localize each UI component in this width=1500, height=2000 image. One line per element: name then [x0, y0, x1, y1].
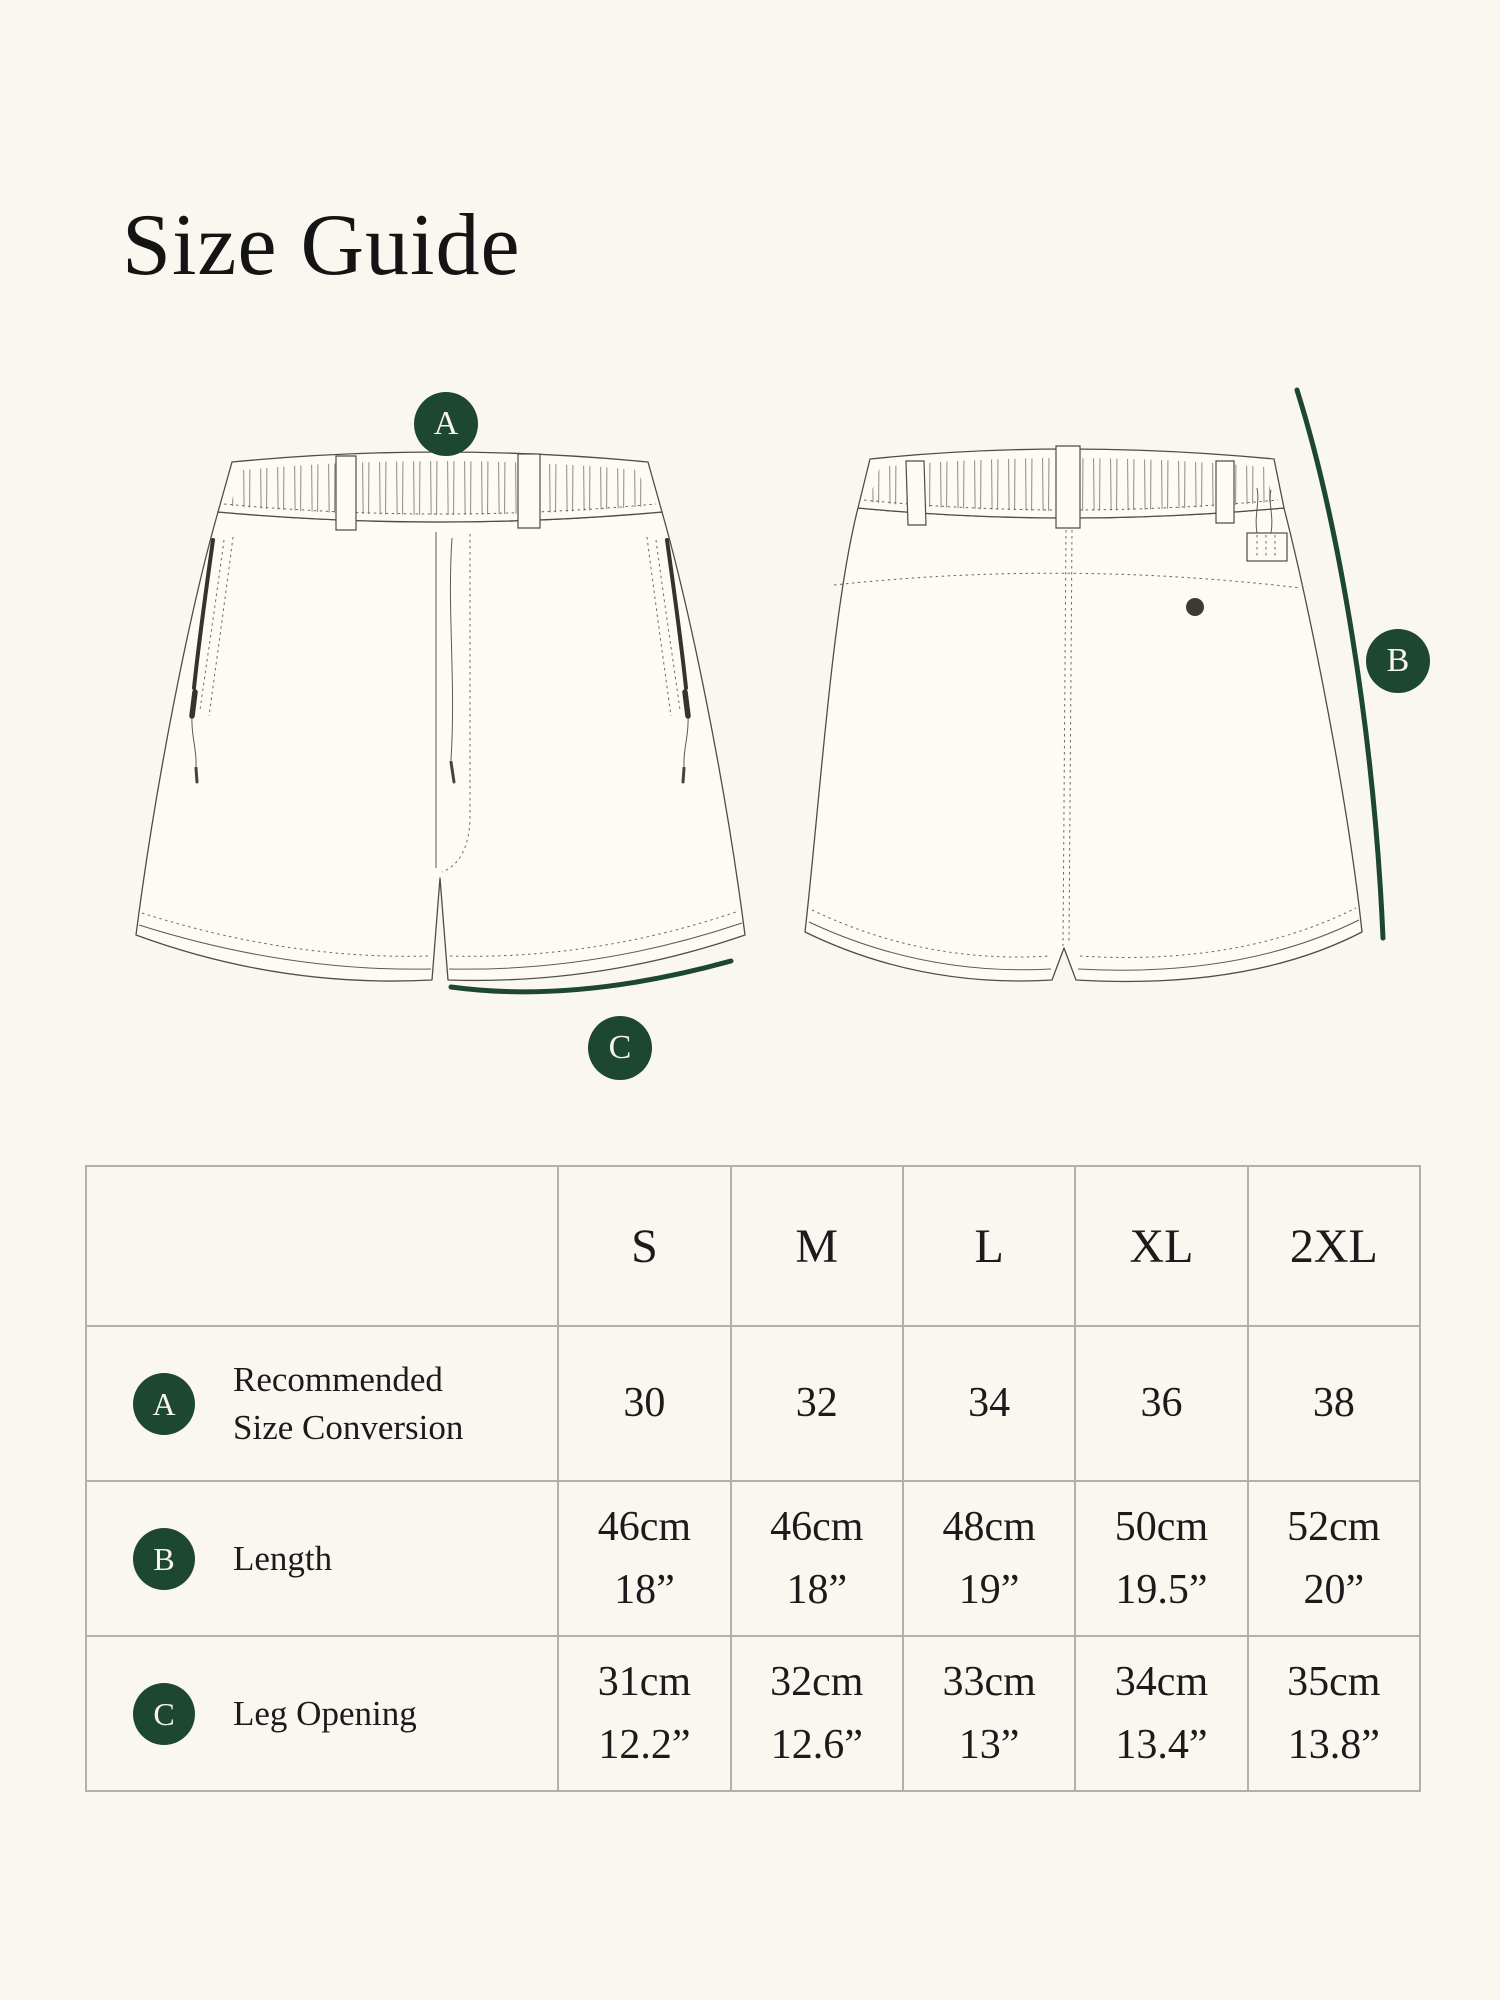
size-value-cell: 46cm 18”: [729, 1480, 904, 1637]
size-table: S M L XL 2XL A Recommended Size Conversio…: [84, 1165, 1422, 1792]
back-view-drawing: [804, 445, 1363, 983]
size-value-cell: 36: [1074, 1325, 1249, 1482]
size-value-cell: 30: [557, 1325, 732, 1482]
row-badge-a: A: [133, 1372, 195, 1435]
measure-line-b: [1294, 387, 1386, 941]
row-badge-b: B: [133, 1527, 195, 1590]
diagram-badge-b: B: [1366, 629, 1430, 693]
row-label-cell: A Recommended Size Conversion: [84, 1325, 560, 1482]
row-badge-c: C: [133, 1682, 195, 1745]
measure-line-c: [448, 958, 734, 995]
shorts-illustration: [135, 387, 1386, 995]
shorts-diagram: A B C: [0, 330, 1500, 1170]
row-label: Length: [233, 1538, 333, 1578]
header-size-l: L: [901, 1165, 1077, 1327]
size-value-cell: 31cm 12.2”: [557, 1635, 732, 1792]
size-value-cell: 48cm 19”: [901, 1480, 1077, 1637]
back-button: [1186, 598, 1204, 616]
size-value-cell: 46cm 18”: [557, 1480, 732, 1637]
table-row-leg-opening: C Leg Opening 31cm 12.2” 32cm 12.6” 33cm 13…: [84, 1635, 1422, 1792]
size-value-cell: 50cm 19.5”: [1074, 1480, 1249, 1637]
size-value-cell: 32: [729, 1325, 904, 1482]
back-tag: [1246, 532, 1288, 562]
header-size-m: M: [729, 1165, 904, 1327]
header-empty-cell: [84, 1165, 560, 1327]
row-label-cell: B Length: [84, 1480, 560, 1637]
diagram-badge-a: A: [414, 392, 478, 456]
header-size-s: S: [557, 1165, 732, 1327]
size-value-cell: 52cm 20”: [1246, 1480, 1422, 1637]
size-value-cell: 35cm 13.8”: [1246, 1635, 1422, 1792]
front-view-drawing: [135, 451, 746, 982]
row-label: Leg Opening: [233, 1693, 417, 1733]
diagram-badge-c: C: [588, 1016, 652, 1080]
size-value-cell: 34cm 13.4”: [1074, 1635, 1249, 1792]
page-title: Size Guide: [122, 197, 521, 294]
table-row-length: B Length 46cm 18” 46cm 18” 48cm 19” 50cm 19.…: [84, 1480, 1422, 1637]
header-size-2xl: 2XL: [1246, 1165, 1422, 1327]
size-value-cell: 38: [1246, 1325, 1422, 1482]
size-value-cell: 34: [901, 1325, 1077, 1482]
row-label-cell: C Leg Opening: [84, 1635, 560, 1792]
size-value-cell: 32cm 12.6”: [729, 1635, 904, 1792]
size-value-cell: 33cm 13”: [901, 1635, 1077, 1792]
header-size-xl: XL: [1074, 1165, 1249, 1327]
row-label: Recommended Size Conversion: [233, 1360, 464, 1447]
size-table-header-row: S M L XL 2XL: [84, 1165, 1422, 1327]
table-row-size-conversion: A Recommended Size Conversion 30 32 34 36…: [84, 1325, 1422, 1482]
